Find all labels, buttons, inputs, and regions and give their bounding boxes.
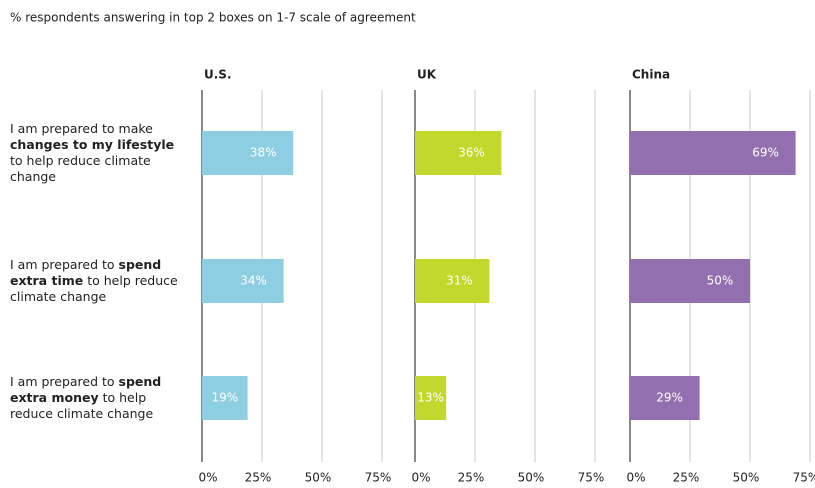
- category-text: to help reduce climate change: [10, 153, 151, 184]
- bar: [202, 259, 284, 303]
- chart-subtitle: % respondents answering in top 2 boxes o…: [10, 11, 416, 25]
- x-tick-label: 75%: [365, 471, 392, 485]
- bar: [630, 259, 750, 303]
- category-label: I am prepared to spend extra time to hel…: [10, 257, 182, 305]
- x-tick-label: 25%: [458, 471, 485, 485]
- category-text: changes to my lifestyle: [10, 137, 175, 152]
- value-label: 29%: [656, 391, 683, 405]
- bar: [630, 131, 796, 175]
- panel-title: U.S.: [204, 68, 232, 82]
- value-label: 69%: [752, 146, 779, 160]
- x-tick-label: 0%: [411, 471, 430, 485]
- x-tick-label: 75%: [793, 471, 815, 485]
- x-tick-label: 50%: [518, 471, 545, 485]
- category-text: I am prepared to: [10, 374, 119, 389]
- value-label: 31%: [446, 274, 473, 288]
- value-label: 34%: [240, 274, 267, 288]
- value-label: 13%: [417, 391, 444, 405]
- category-text: spend extra time: [10, 257, 162, 288]
- bar: [630, 376, 700, 420]
- category-text: I am prepared to: [10, 257, 119, 272]
- bar: [415, 259, 490, 303]
- category-label: I am prepared to spend extra money to he…: [10, 374, 182, 422]
- x-tick-label: 25%: [673, 471, 700, 485]
- bar: [415, 131, 502, 175]
- category-text: to help reduce climate change: [10, 390, 154, 421]
- x-tick-label: 75%: [578, 471, 605, 485]
- value-label: 50%: [707, 274, 734, 288]
- bar: [202, 131, 294, 175]
- panel-title: China: [632, 68, 670, 82]
- value-label: 36%: [458, 146, 485, 160]
- bar: [202, 376, 248, 420]
- x-tick-label: 0%: [198, 471, 217, 485]
- value-label: 19%: [211, 391, 238, 405]
- category-text: I am prepared to make: [10, 121, 153, 136]
- x-tick-label: 50%: [733, 471, 760, 485]
- category-text: to help reduce climate change: [10, 273, 178, 304]
- category-text: spend extra money: [10, 374, 162, 405]
- bar: [415, 376, 447, 420]
- x-tick-label: 25%: [245, 471, 272, 485]
- x-tick-label: 0%: [626, 471, 645, 485]
- panel-title: UK: [417, 68, 437, 82]
- value-label: 38%: [250, 146, 277, 160]
- category-label: I am prepared to make changes to my life…: [10, 121, 182, 185]
- x-tick-label: 50%: [305, 471, 332, 485]
